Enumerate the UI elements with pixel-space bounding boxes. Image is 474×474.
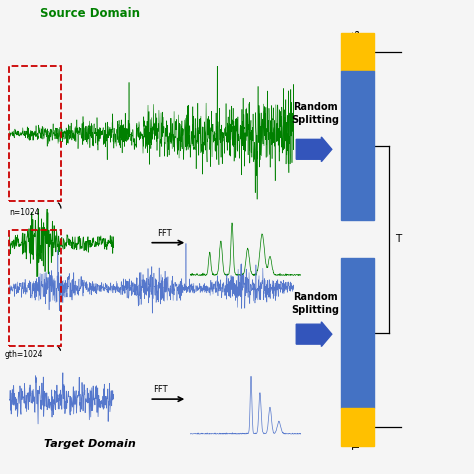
Text: Test : 20%: Test : 20% <box>353 30 362 74</box>
Text: FFT: FFT <box>157 228 172 237</box>
Text: Source Domain: Source Domain <box>40 7 140 20</box>
Text: Target Domain: Target Domain <box>44 439 136 449</box>
Text: gth=1024: gth=1024 <box>5 350 43 359</box>
Text: Test : 20%: Test : 20% <box>353 405 362 449</box>
Text: Random
Splitting: Random Splitting <box>291 292 339 315</box>
FancyArrow shape <box>296 137 332 162</box>
Text: T: T <box>395 234 401 245</box>
Text: n=1024: n=1024 <box>9 208 40 217</box>
Text: Train : 80%: Train : 80% <box>353 309 362 357</box>
FancyArrow shape <box>296 322 332 346</box>
Text: Train : 80%: Train : 80% <box>353 121 362 170</box>
Text: FFT: FFT <box>153 385 167 394</box>
Text: Random
Splitting: Random Splitting <box>291 102 339 125</box>
